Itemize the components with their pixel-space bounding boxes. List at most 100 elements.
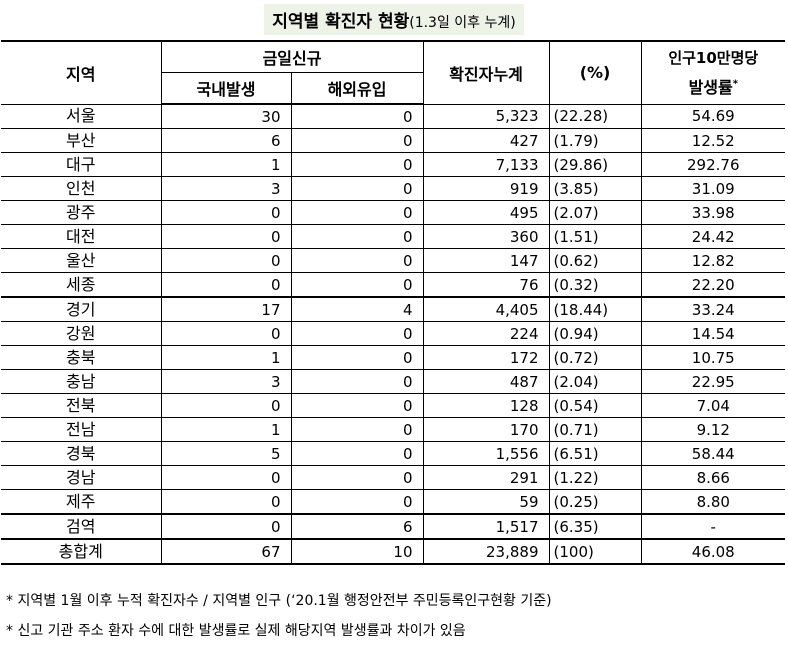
domestic-cell: 30: [160, 103, 292, 129]
rate-cell: 31.09: [640, 176, 786, 201]
header-overseas: 해외유입: [290, 72, 424, 105]
cumulative-cell: 360: [422, 224, 550, 249]
percent-cell: (0.32): [548, 272, 642, 298]
overseas-cell: 0: [290, 176, 424, 201]
table-row: 충북 1 0 172 (0.72) 10.75: [1, 345, 786, 370]
percent-cell: (100): [548, 538, 642, 565]
region-cell: 충남: [1, 369, 162, 394]
region-cell: 울산: [1, 248, 162, 273]
region-cell: 전북: [1, 393, 162, 418]
rate-cell: 10.75: [640, 345, 786, 370]
table-row: 광주 0 0 495 (2.07) 33.98: [1, 200, 786, 225]
domestic-cell: 3: [160, 176, 292, 201]
overseas-cell: 0: [290, 489, 424, 515]
percent-cell: (0.62): [548, 248, 642, 273]
table-row: 총합계 67 10 23,889 (100) 46.08: [1, 538, 786, 565]
cumulative-cell: 76: [422, 272, 550, 298]
rate-cell: 54.69: [640, 103, 786, 129]
rate-cell: 7.04: [640, 393, 786, 418]
percent-cell: (1.51): [548, 224, 642, 249]
domestic-cell: 3: [160, 369, 292, 394]
percent-cell: (29.86): [548, 152, 642, 177]
percent-cell: (6.35): [548, 513, 642, 540]
cumulative-cell: 128: [422, 393, 550, 418]
overseas-cell: 4: [290, 296, 424, 322]
rate-cell: 33.24: [640, 296, 786, 322]
domestic-cell: 67: [160, 538, 292, 565]
cumulative-cell: 1,556: [422, 441, 550, 466]
overseas-cell: 0: [290, 248, 424, 273]
cumulative-cell: 59: [422, 489, 550, 515]
cumulative-cell: 172: [422, 345, 550, 370]
table-row: 경기 17 4 4,405 (18.44) 33.24: [1, 296, 786, 322]
overseas-cell: 0: [290, 128, 424, 153]
rate-cell: 22.95: [640, 369, 786, 394]
domestic-cell: 1: [160, 345, 292, 370]
table-row: 강원 0 0 224 (0.94) 14.54: [1, 321, 786, 346]
percent-cell: (2.07): [548, 200, 642, 225]
table-title: 지역별 확진자 현황 (1.3일 이후 누계): [0, 3, 788, 35]
table-row: 서울 30 0 5,323 (22.28) 54.69: [1, 103, 786, 129]
header-cumulative: 확진자누계: [422, 40, 550, 105]
percent-cell: (0.71): [548, 417, 642, 442]
domestic-cell: 1: [160, 152, 292, 177]
overseas-cell: 0: [290, 321, 424, 346]
domestic-cell: 0: [160, 393, 292, 418]
percent-cell: (18.44): [548, 296, 642, 322]
rate-cell: 14.54: [640, 321, 786, 346]
rate-cell: 12.52: [640, 128, 786, 153]
cumulative-cell: 1,517: [422, 513, 550, 540]
domestic-cell: 0: [160, 321, 292, 346]
cumulative-cell: 7,133: [422, 152, 550, 177]
header-today-new: 금일신규: [160, 40, 424, 73]
rate-cell: 33.98: [640, 200, 786, 225]
region-cell: 경남: [1, 465, 162, 490]
rate-cell: 22.20: [640, 272, 786, 298]
table-row: 인천 3 0 919 (3.85) 31.09: [1, 176, 786, 201]
percent-cell: (22.28): [548, 103, 642, 129]
overseas-cell: 0: [290, 417, 424, 442]
table-row: 경북 5 0 1,556 (6.51) 58.44: [1, 441, 786, 466]
domestic-cell: 0: [160, 489, 292, 515]
domestic-cell: 0: [160, 224, 292, 249]
overseas-cell: 0: [290, 103, 424, 129]
region-cell: 대전: [1, 224, 162, 249]
percent-cell: (6.51): [548, 441, 642, 466]
rate-cell: 58.44: [640, 441, 786, 466]
cumulative-cell: 23,889: [422, 538, 550, 565]
region-cell: 제주: [1, 489, 162, 515]
overseas-cell: 0: [290, 393, 424, 418]
table-row: 제주 0 0 59 (0.25) 8.80: [1, 489, 786, 515]
header-rate-mark: *: [732, 78, 738, 90]
rate-cell: 8.80: [640, 489, 786, 515]
header-rate: 인구10만명당 발생률*: [640, 40, 786, 105]
overseas-cell: 0: [290, 369, 424, 394]
region-cell: 서울: [1, 103, 162, 129]
overseas-cell: 10: [290, 538, 424, 565]
region-cell: 강원: [1, 321, 162, 346]
domestic-cell: 0: [160, 200, 292, 225]
table-row: 경남 0 0 291 (1.22) 8.66: [1, 465, 786, 490]
footnote-2: * 신고 기관 주소 환자 수에 대한 발생률로 실제 해당지역 발생률과 차이…: [6, 623, 466, 639]
percent-cell: (1.22): [548, 465, 642, 490]
rate-cell: 46.08: [640, 538, 786, 565]
cumulative-cell: 224: [422, 321, 550, 346]
percent-cell: (0.72): [548, 345, 642, 370]
percent-cell: (0.54): [548, 393, 642, 418]
footnotes: * 지역별 1월 이후 누적 확진자수 / 지역별 인구 (‘20.1월 행정안…: [6, 586, 552, 646]
rate-cell: 12.82: [640, 248, 786, 273]
cumulative-cell: 427: [422, 128, 550, 153]
cumulative-cell: 5,323: [422, 103, 550, 129]
cumulative-cell: 147: [422, 248, 550, 273]
table-body: 서울 30 0 5,323 (22.28) 54.69 부산 6 0 427 (1.79) 12.52…: [1, 103, 786, 565]
region-cell: 경북: [1, 441, 162, 466]
header-percent: (%): [548, 40, 642, 105]
table-title-box: 지역별 확진자 현황 (1.3일 이후 누계): [264, 3, 524, 35]
cumulative-cell: 919: [422, 176, 550, 201]
cumulative-cell: 4,405: [422, 296, 550, 322]
header-rate-line1: 인구10만명당: [668, 49, 759, 68]
regional-cases-table: 지역 금일신규 확진자누계 (%) 인구10만명당 발생률* 국내발생 해외유입…: [1, 40, 786, 565]
percent-cell: (1.79): [548, 128, 642, 153]
percent-cell: (3.85): [548, 176, 642, 201]
region-cell: 경기: [1, 296, 162, 322]
